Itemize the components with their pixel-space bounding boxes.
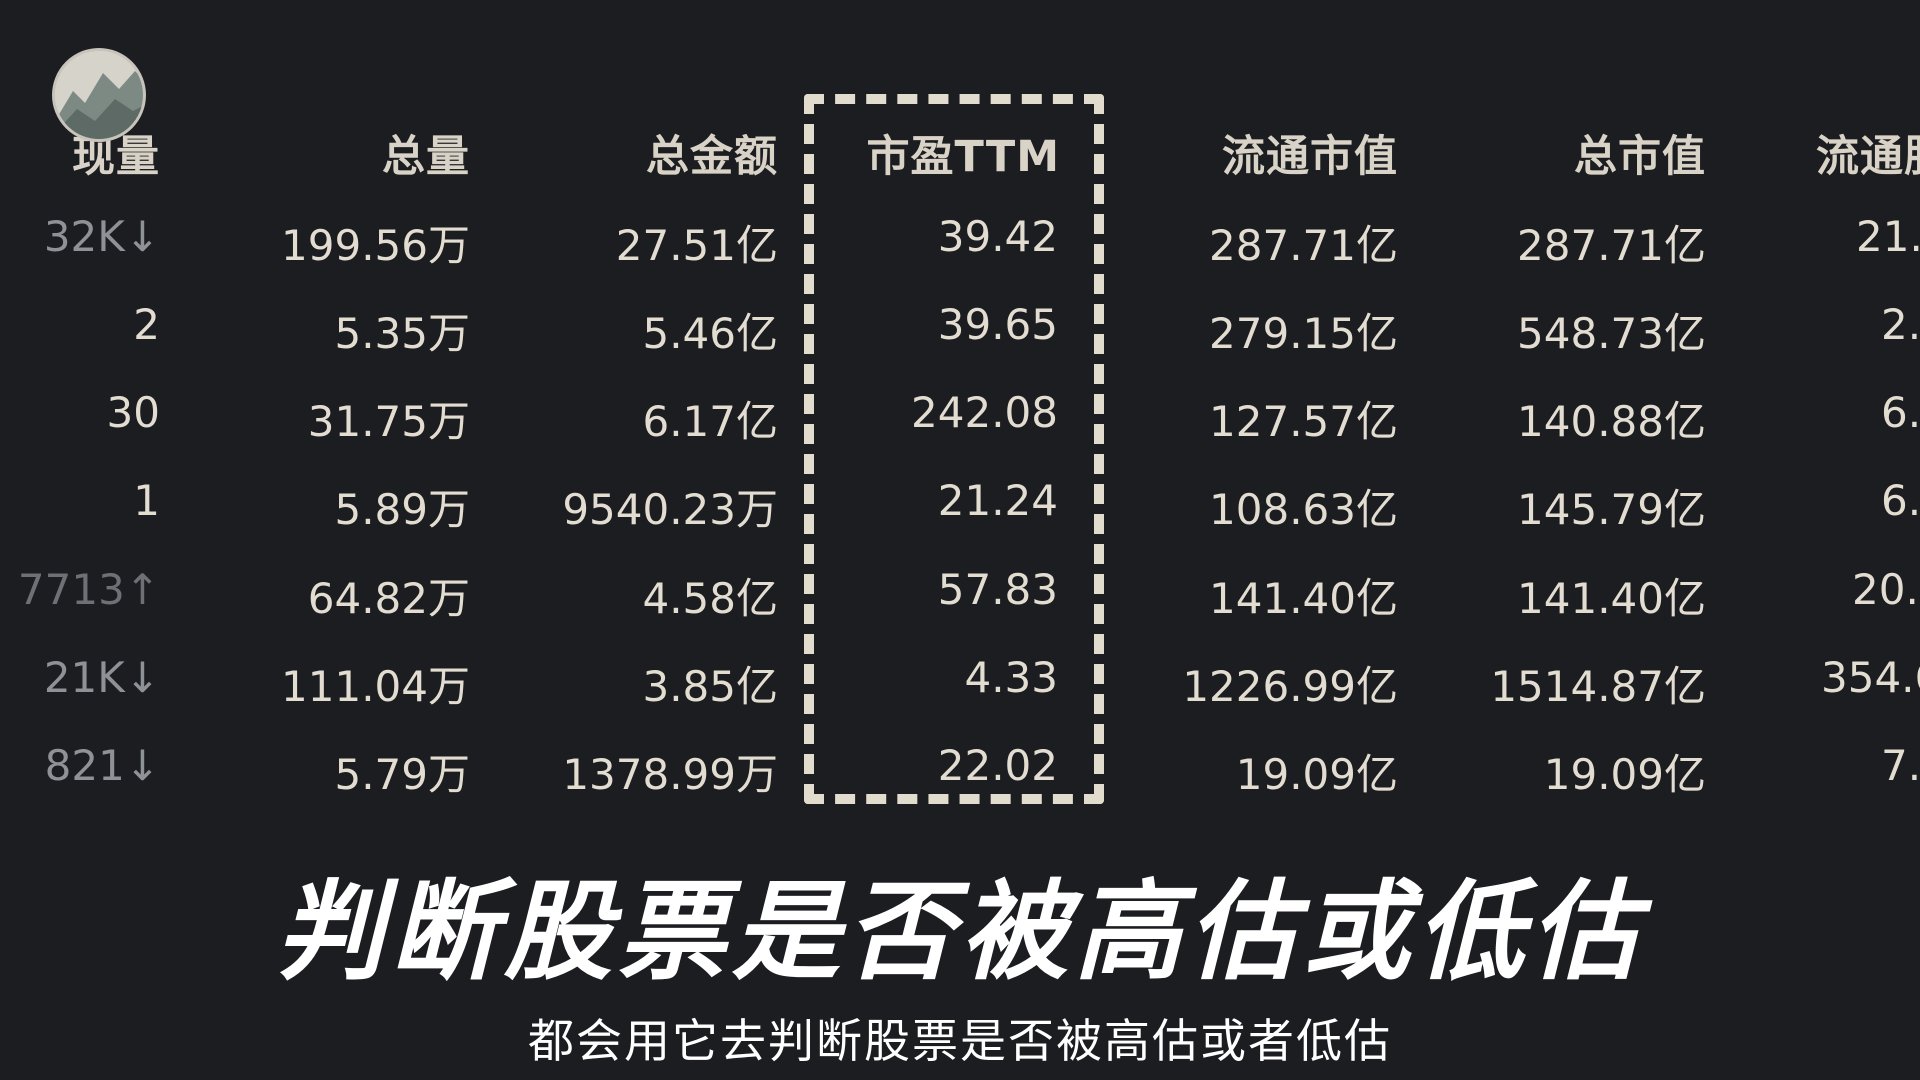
table-cell: 9540.23万: [562, 485, 778, 534]
table-cell: 27.51亿: [615, 221, 778, 270]
table-cell: 19.09亿: [1543, 750, 1706, 799]
avatar: [52, 48, 146, 142]
table-cell: 1378.99万: [562, 750, 778, 799]
table-cell: 2.7: [1881, 300, 1920, 349]
table-cell: 21.3: [1856, 212, 1920, 261]
header-float-market-cap[interactable]: 流通市值: [1222, 132, 1398, 182]
table-cell: 2: [133, 300, 160, 349]
table-cell: 22.02: [937, 741, 1058, 790]
header-float-shares[interactable]: 流通股: [1816, 132, 1920, 182]
stock-quote-table: 现量 32K↓ 2 30 1 7713↑ 21K↓ 821↓ 总量 199.56…: [0, 0, 1920, 820]
column-total-market-cap: 总市值 287.71亿 548.73亿 140.88亿 145.79亿 141.…: [1398, 0, 1706, 820]
table-cell: 242.08: [911, 388, 1058, 437]
table-cell: 21K↓: [43, 653, 160, 702]
table-cell: 1226.99亿: [1182, 662, 1398, 711]
table-cell: 287.71亿: [1209, 221, 1398, 270]
table-cell: 141.40亿: [1517, 574, 1706, 623]
video-subtitle: 都会用它去判断股票是否被高估或者低估: [528, 1014, 1392, 1068]
table-cell: 821↓: [44, 741, 160, 790]
table-cell: 287.71亿: [1517, 221, 1706, 270]
header-total-volume[interactable]: 总量: [382, 132, 470, 182]
table-cell: 3.85亿: [642, 662, 778, 711]
table-cell: 111.04万: [281, 662, 470, 711]
table-cell: 140.88亿: [1517, 397, 1706, 446]
pe-ttm-highlight-box: [804, 94, 1104, 804]
table-cell: 39.42: [937, 212, 1058, 261]
table-cell: 64.82万: [307, 574, 470, 623]
video-headline-caption: 判断股票是否被高估或低估: [275, 870, 1644, 995]
header-pe-ttm[interactable]: 市盈TTM: [866, 132, 1060, 182]
table-cell: 1: [133, 476, 160, 525]
table-cell: 20.0: [1852, 565, 1920, 614]
table-cell: 5.79万: [334, 750, 470, 799]
table-cell: 39.65: [937, 300, 1058, 349]
table-cell: 6.6: [1881, 476, 1920, 525]
table-cell: 1514.87亿: [1490, 662, 1706, 711]
table-cell: 6.3: [1881, 388, 1920, 437]
table-cell: 32K↓: [43, 212, 160, 261]
column-float-shares: 流通股 21.3 2.7 6.3 6.6 20.0 354.6 7.9: [1706, 0, 1920, 820]
table-cell: 5.89万: [334, 485, 470, 534]
table-cell: 199.56万: [281, 221, 470, 270]
table-cell: 7.9: [1881, 741, 1920, 790]
table-cell: 4.33: [964, 653, 1058, 702]
table-cell: 5.46亿: [642, 309, 778, 358]
header-total-amount[interactable]: 总金额: [646, 132, 778, 182]
column-total-volume: 总量 199.56万 5.35万 31.75万 5.89万 64.82万 111…: [160, 0, 470, 820]
table-cell: 279.15亿: [1209, 309, 1398, 358]
table-cell: 31.75万: [307, 397, 470, 446]
column-pe-ttm: 市盈TTM 39.42 39.65 242.08 21.24 57.83 4.3…: [778, 0, 1090, 820]
table-cell: 5.35万: [334, 309, 470, 358]
table-cell: 108.63亿: [1209, 485, 1398, 534]
table-cell: 57.83: [937, 565, 1058, 614]
column-float-market-cap: 流通市值 287.71亿 279.15亿 127.57亿 108.63亿 141…: [1090, 0, 1398, 820]
column-current-volume: 现量 32K↓ 2 30 1 7713↑ 21K↓ 821↓: [0, 0, 160, 820]
table-cell: 548.73亿: [1517, 309, 1706, 358]
table-cell: 6.17亿: [642, 397, 778, 446]
column-total-amount: 总金额 27.51亿 5.46亿 6.17亿 9540.23万 4.58亿 3.…: [470, 0, 778, 820]
table-cell: 19.09亿: [1235, 750, 1398, 799]
table-cell: 354.6: [1821, 653, 1920, 702]
table-cell: 21.24: [937, 476, 1058, 525]
table-cell: 145.79亿: [1517, 485, 1706, 534]
table-cell: 141.40亿: [1209, 574, 1398, 623]
table-cell: 4.58亿: [642, 574, 778, 623]
table-cell: 127.57亿: [1209, 397, 1398, 446]
table-cell: 7713↑: [17, 565, 160, 614]
header-total-market-cap[interactable]: 总市值: [1574, 132, 1706, 182]
table-cell: 30: [106, 388, 160, 437]
